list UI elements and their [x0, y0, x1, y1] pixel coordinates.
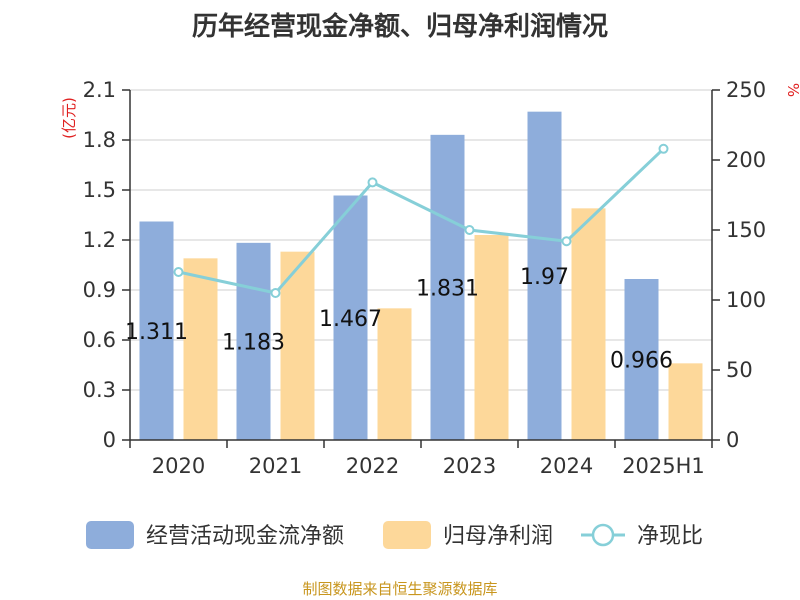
y-left-tick-label: 0.9	[83, 278, 116, 302]
data-label: 1.183	[222, 330, 285, 355]
bar-operating-cash-flow	[430, 134, 465, 441]
data-label: 1.97	[520, 265, 569, 290]
line-point	[561, 236, 572, 247]
bar-operating-cash-flow	[527, 111, 562, 441]
chart-title: 历年经营现金净额、归母净利润情况	[191, 12, 608, 42]
bar-operating-cash-flow	[236, 242, 271, 440]
x-tick-label: 2022	[346, 454, 399, 478]
line-net-cash-ratio	[178, 147, 665, 295]
line-point	[464, 225, 475, 235]
y-right-tick-label: 250	[726, 78, 766, 102]
data-label: 1.831	[416, 276, 479, 301]
bar-net-profit	[474, 235, 509, 440]
y-right-tick-label: 200	[726, 148, 766, 172]
y-right-tick-label: 100	[726, 288, 766, 312]
bar-net-profit	[668, 363, 703, 440]
bar-operating-cash-flow	[333, 195, 368, 440]
y-left-tick-label: 2.1	[83, 78, 116, 102]
x-tick-label: 2025H1	[622, 454, 705, 478]
data-label: 0.966	[610, 349, 673, 374]
y-right-tick-label: 50	[726, 358, 753, 382]
y-left-tick-label: 0.3	[83, 378, 116, 402]
line-point	[658, 143, 669, 154]
y-left-tick-label: 0.6	[83, 328, 116, 352]
y-left-tick-label: 0	[103, 428, 116, 452]
y-left-tick-label: 1.2	[83, 228, 116, 252]
y-right-axis-label: %	[784, 83, 800, 97]
y-left-axis-label: (亿元)	[60, 97, 78, 139]
x-tick-label: 2024	[540, 454, 593, 478]
data-label: 1.311	[125, 320, 188, 345]
source-note: 制图数据来自恒生聚源数据库	[302, 580, 498, 598]
y-left-tick-label: 1.5	[83, 178, 116, 202]
legend-label: 归母净利润	[443, 524, 553, 549]
line-point	[173, 267, 184, 277]
line-point	[270, 288, 281, 298]
legend-label: 净现比	[637, 524, 703, 549]
line-point	[367, 177, 378, 188]
bar-operating-cash-flow	[624, 279, 659, 440]
x-tick-label: 2023	[443, 454, 496, 478]
legend-label: 经营活动现金流净额	[146, 524, 344, 549]
bar-operating-cash-flow	[139, 221, 174, 440]
y-left-tick-label: 1.8	[83, 128, 116, 152]
x-tick-label: 2021	[249, 454, 302, 478]
bar-net-profit	[377, 308, 412, 440]
legend-swatch-operating-cash-flow	[86, 521, 134, 549]
data-label: 1.467	[319, 307, 382, 332]
x-tick-label: 2020	[152, 454, 205, 478]
y-right-tick-label: 150	[726, 218, 766, 242]
y-right-tick-label: 0	[726, 428, 739, 452]
legend-swatch-ratio-marker	[591, 523, 615, 547]
legend-swatch-net-profit	[383, 521, 431, 549]
bar-net-profit	[183, 258, 218, 440]
bar-net-profit	[571, 208, 606, 440]
